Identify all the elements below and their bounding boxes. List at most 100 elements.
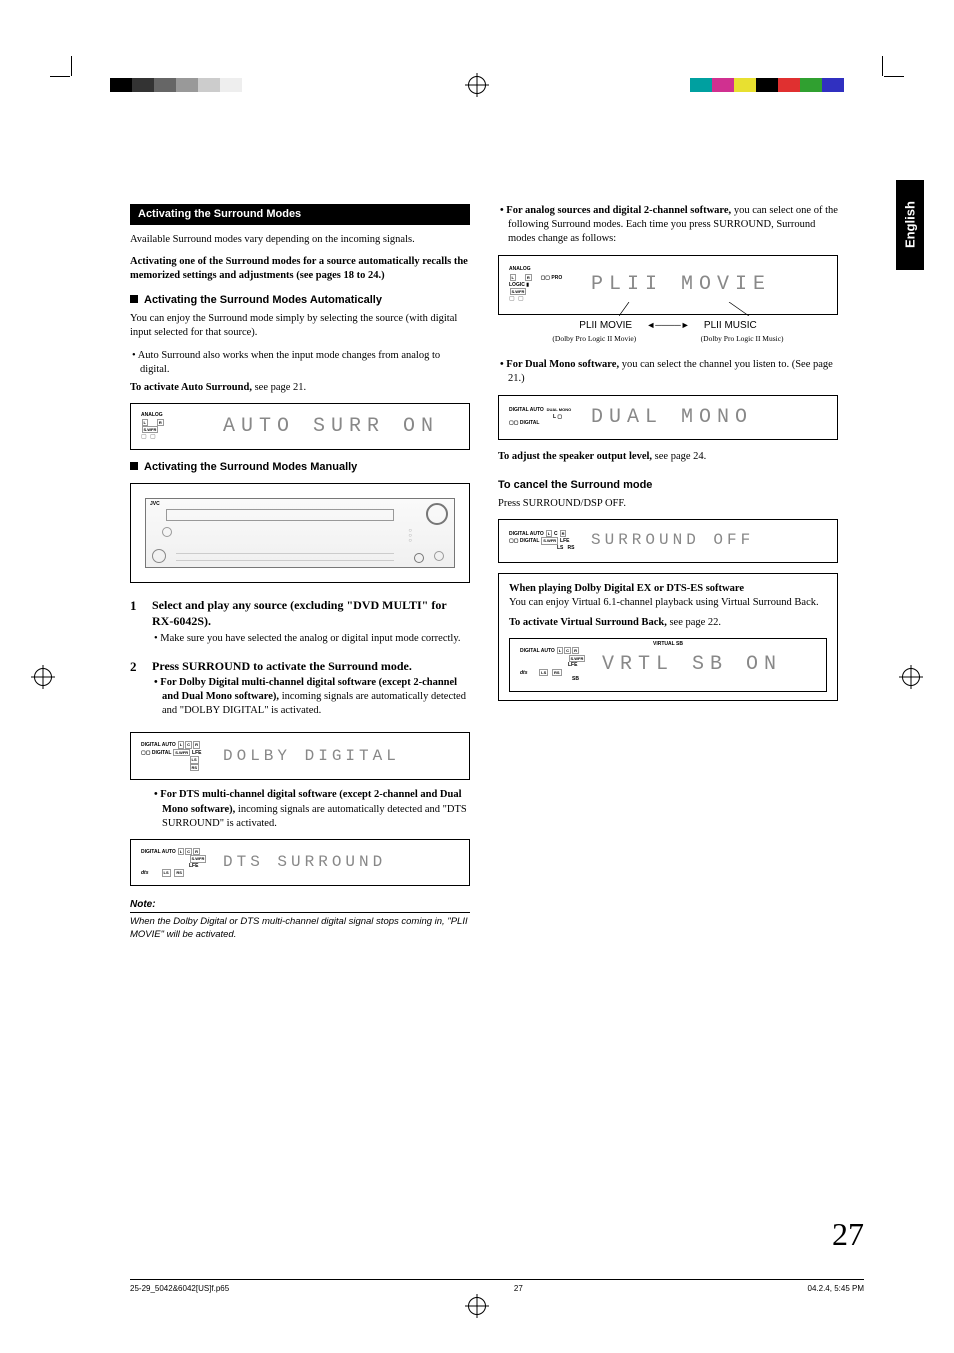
seg-display: SURROUND OFF [591, 530, 754, 552]
auto-activate: To activate Auto Surround, see page 21. [130, 381, 470, 395]
color-bars [690, 78, 844, 92]
indicator-analog: ANALOG [509, 266, 579, 273]
bullet-square-icon [130, 462, 138, 470]
crop-mark [71, 56, 72, 76]
adjust-level-text: To adjust the speaker output level, see … [498, 450, 838, 464]
mode-left-sub: (Dolby Pro Logic II Movie) [552, 334, 636, 343]
subsection-title: Activating the Surround Modes Automatica… [144, 293, 382, 308]
mode-switch-diagram: PLII MOVIE ◄────► PLII MUSIC (Dolby Pro … [498, 319, 838, 345]
vsb-title: When playing Dolby Digital EX or DTS-ES … [509, 582, 827, 596]
vsb-text: You can enjoy Virtual 6.1-channel playba… [509, 596, 827, 610]
indicator-stack: DIGITAL AUTO DUAL MONO L ▢ ▢▢ DIGITAL [509, 407, 579, 427]
seg-display: DUAL MONO [591, 404, 753, 431]
step-number: 1 [130, 597, 142, 652]
crop-mark [884, 76, 904, 77]
bullet-bold: • For analog sources and digital 2-chann… [500, 205, 731, 216]
subsection-auto: Activating the Surround Modes Automatica… [130, 293, 470, 308]
step-1: 1 Select and play any source (excluding … [130, 597, 470, 652]
display-dual-mono: DIGITAL AUTO DUAL MONO L ▢ ▢▢ DIGITAL DU… [498, 395, 838, 440]
display-plii: ANALOG LCR ▢▢ PRO LOGIC ▮ S.WFR ▢ ▢ PLII… [498, 255, 838, 315]
step-sub-dolby: • For Dolby Digital multi-channel digita… [152, 676, 470, 719]
indicator-stack: ANALOG LCR S.WFR ▢ ▢ [141, 412, 211, 441]
indicator-stack: ANALOG LCR ▢▢ PRO LOGIC ▮ S.WFR ▢ ▢ [509, 266, 579, 304]
page-footer: 25-29_5042&6042[US]f.p65 27 04.2.4, 5:45… [130, 1279, 864, 1293]
auto-bullet: • Auto Surround also works when the inpu… [130, 349, 470, 377]
seg-display: DOLBY DIGITAL [223, 746, 400, 768]
vsb-act-rest: see page 22. [667, 617, 721, 628]
grayscale-bars [110, 78, 242, 92]
analog-sources-bullet: • For analog sources and digital 2-chann… [498, 204, 838, 247]
bullet-bold: • For Dual Mono software, [500, 359, 619, 370]
step-title: Select and play any source (excluding "D… [152, 597, 470, 629]
cancel-header: To cancel the Surround mode [498, 478, 838, 493]
dual-mono-bullet: • For Dual Mono software, you can select… [498, 358, 838, 386]
note-label: Note: [130, 898, 470, 914]
intro-text: Available Surround modes vary depending … [130, 233, 470, 247]
auto-activate-bold: To activate Auto Surround, [130, 382, 252, 393]
step-2: 2 Press SURROUND to activate the Surroun… [130, 658, 470, 725]
indicator-digital: DIGITAL [520, 420, 540, 426]
double-arrow-icon: ◄────► [646, 319, 689, 331]
mode-left-name: PLII MOVIE [579, 320, 632, 331]
auto-recall-text: Activating one of the Surround modes for… [130, 255, 470, 283]
mode-right-name: PLII MUSIC [704, 320, 757, 331]
mode-right-sub: (Dolby Pro Logic II Music) [701, 334, 784, 343]
right-column: • For analog sources and digital 2-chann… [498, 204, 838, 942]
indicator-digital: DIGITAL [520, 538, 540, 544]
seg-display: AUTO SURR ON [223, 413, 439, 440]
step-sub: • Make sure you have selected the analog… [152, 632, 470, 646]
registration-row [50, 78, 904, 98]
cancel-text: Press SURROUND/DSP OFF. [498, 497, 838, 511]
language-tab: English [896, 180, 924, 270]
registration-target-icon [468, 76, 486, 94]
indicator-virtual-sb: VIRTUAL SB [653, 641, 683, 648]
step-title: Press SURROUND to activate the Surround … [152, 658, 470, 674]
registration-target-icon [34, 668, 52, 686]
indicator-prologic: PRO LOGIC [509, 275, 562, 288]
registration-target-icon [468, 1297, 486, 1315]
subsection-manual: Activating the Surround Modes Manually [130, 460, 470, 475]
note-text: When the Dolby Digital or DTS multi-chan… [130, 916, 470, 942]
adjust-bold: To adjust the speaker output level, [498, 451, 652, 462]
auto-description: You can enjoy the Surround mode simply b… [130, 312, 470, 340]
vsb-activate: To activate Virtual Surround Back, see p… [509, 616, 827, 630]
virtual-sb-box: When playing Dolby Digital EX or DTS-ES … [498, 573, 838, 701]
step-sub-dts: • For DTS multi-channel digital software… [152, 788, 470, 831]
footer-page: 27 [514, 1284, 523, 1293]
registration-row-bottom [468, 1299, 486, 1317]
indicator-stack: DIGITAL AUTO L C R ▢▢ DIGITAL S.WFR LFE … [509, 530, 579, 552]
indicator-digital-auto: DIGITAL AUTO [141, 849, 176, 855]
indicator-digital-auto: DIGITAL AUTO [141, 742, 176, 748]
adjust-rest: see page 24. [652, 451, 706, 462]
footer-filename: 25-29_5042&6042[US]f.p65 [130, 1284, 229, 1293]
crop-mark [50, 76, 70, 77]
section-header: Activating the Surround Modes [130, 204, 470, 225]
indicator-digital: DIGITAL [152, 750, 172, 756]
seg-display: DTS SURROUND [223, 852, 386, 874]
page-number: 27 [832, 1216, 864, 1253]
callout-lines-icon [619, 302, 759, 316]
indicator-dts: dts [520, 670, 528, 676]
indicator-digital-auto: DIGITAL AUTO [509, 531, 544, 537]
left-column: Activating the Surround Modes Available … [130, 204, 470, 942]
registration-target-icon [902, 668, 920, 686]
seg-display: PLII MOVIE [591, 271, 771, 298]
display-dolby-digital: DIGITAL AUTO LCR ▢▢ DIGITAL S.WFR LFE LS… [130, 732, 470, 780]
page-content: Activating the Surround Modes Available … [130, 204, 840, 942]
vsb-act-bold: To activate Virtual Surround Back, [509, 617, 667, 628]
seg-display: VRTL SB ON [602, 651, 782, 678]
footer-timestamp: 04.2.4, 5:45 PM [808, 1284, 864, 1293]
indicator-dts: dts [141, 870, 149, 876]
indicator-digital-auto: DIGITAL AUTO [520, 648, 555, 654]
indicator-digital-auto: DIGITAL AUTO [509, 407, 544, 413]
subsection-title: Activating the Surround Modes Manually [144, 460, 357, 475]
display-dts-surround: DIGITAL AUTO LCR S.WFR LFE dts LS RS DTS… [130, 839, 470, 886]
display-auto-surr: ANALOG LCR S.WFR ▢ ▢ AUTO SURR ON [130, 403, 470, 450]
display-surround-off: DIGITAL AUTO L C R ▢▢ DIGITAL S.WFR LFE … [498, 519, 838, 563]
indicator-stack: DIGITAL AUTO LCR S.WFR LFE dts LS RS [141, 848, 211, 877]
indicator-dualmono: DUAL MONO [547, 407, 572, 412]
step-number: 2 [130, 658, 142, 725]
indicator-stack: DIGITAL AUTO LCR S.WFR LFE dts LS RS SB [520, 647, 590, 683]
bullet-square-icon [130, 295, 138, 303]
auto-activate-rest: see page 21. [252, 382, 306, 393]
